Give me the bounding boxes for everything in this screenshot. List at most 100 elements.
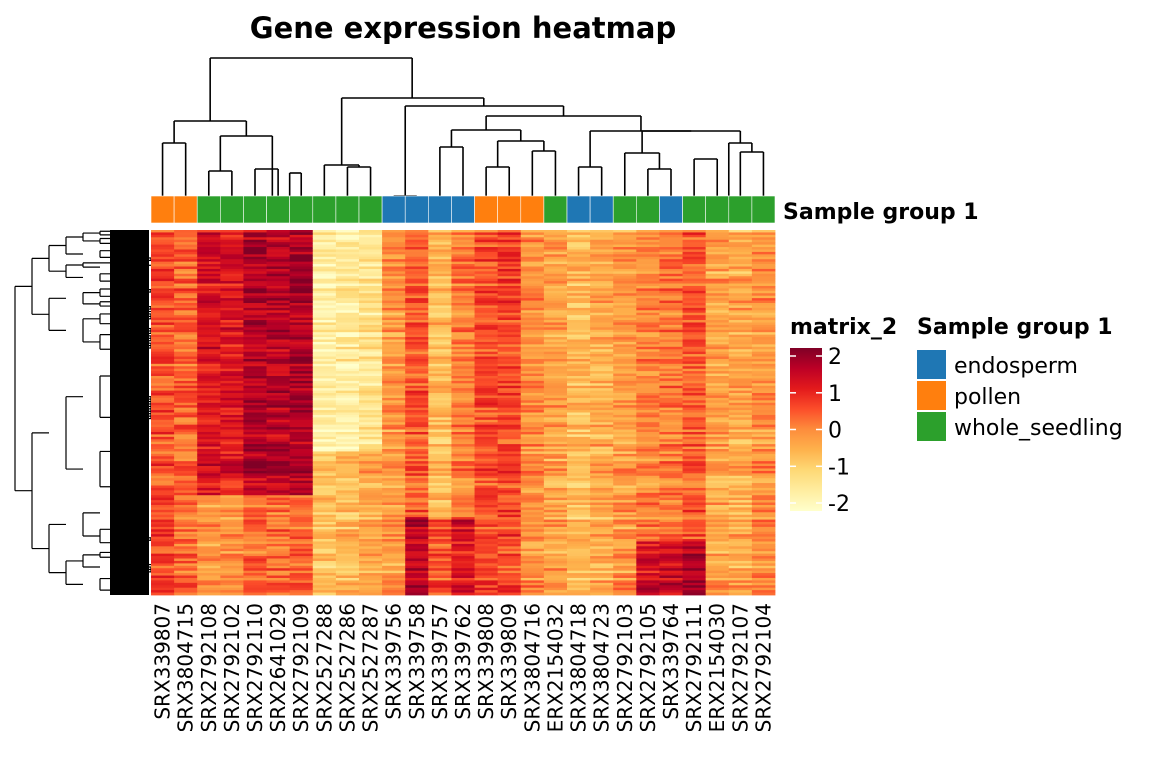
heatmap-cell: [405, 556, 429, 559]
heatmap-cell: [151, 405, 175, 409]
heatmap-cell: [405, 487, 429, 491]
heatmap-cell: [705, 575, 730, 579]
heatmap-cell: [197, 341, 221, 345]
heatmap-cell: [197, 551, 221, 555]
heatmap-cell: [543, 582, 568, 586]
heatmap-cell: [405, 441, 429, 445]
heatmap-cell: [613, 351, 637, 355]
heatmap-cell: [520, 283, 545, 287]
heatmap-cell: [220, 487, 244, 491]
heatmap-cell: [728, 337, 753, 340]
heatmap-cell: [451, 251, 475, 255]
heatmap-cell: [659, 249, 683, 253]
heatmap-cell: [428, 295, 452, 299]
heatmap-cell: [728, 587, 753, 591]
heatmap-cell: [567, 519, 591, 523]
heatmap-cell: [243, 436, 267, 440]
heatmap-cell: [197, 473, 221, 477]
heatmap-cell: [474, 290, 499, 294]
heatmap-cell: [682, 427, 707, 430]
heatmap-cell: [405, 305, 429, 309]
annotation-cell: [543, 195, 568, 224]
heatmap-cell: [312, 509, 337, 513]
heatmap-cell: [312, 475, 337, 479]
heatmap-cell: [728, 568, 753, 572]
heatmap-cell: [405, 234, 429, 238]
heatmap-cell: [590, 376, 614, 379]
heatmap-cell: [151, 582, 175, 586]
heatmap-cell: [567, 315, 591, 318]
heatmap-cell: [289, 285, 314, 289]
heatmap-cell: [197, 439, 221, 443]
heatmap-cell: [359, 317, 383, 321]
heatmap-cell: [266, 431, 291, 435]
heatmap-cell: [543, 249, 568, 253]
heatmap-cell: [520, 351, 545, 355]
heatmap-cell: [266, 478, 291, 482]
heatmap-cell: [613, 553, 637, 557]
heatmap-cell: [220, 551, 244, 555]
heatmap-cell: [243, 298, 267, 301]
heatmap-cell: [613, 390, 637, 394]
heatmap-cell: [451, 332, 475, 336]
heatmap-cell: [613, 563, 637, 567]
heatmap-cell: [382, 344, 406, 348]
heatmap-cell: [636, 575, 660, 579]
heatmap-cell: [543, 434, 568, 438]
heatmap-cell: [174, 487, 198, 491]
heatmap-cell: [520, 431, 545, 435]
column-label: SRX339758: [405, 603, 429, 720]
heatmap-cell: [682, 487, 707, 491]
heatmap-cell: [220, 251, 244, 255]
heatmap-cell: [220, 539, 244, 542]
heatmap-cell: [428, 271, 452, 275]
heatmap-cell: [335, 310, 360, 314]
heatmap-cell: [451, 405, 475, 409]
heatmap-cell: [243, 565, 267, 569]
heatmap-cell: [359, 259, 383, 263]
heatmap-cell: [405, 470, 429, 474]
heatmap-cell: [474, 536, 499, 540]
heatmap-cell: [151, 298, 175, 301]
heatmap-cell: [335, 563, 360, 567]
heatmap-cell: [428, 548, 452, 552]
heatmap-cell: [520, 410, 545, 413]
heatmap-cell: [613, 587, 637, 591]
heatmap-cell: [428, 400, 452, 404]
heatmap-cell: [451, 234, 475, 238]
heatmap-cell: [243, 273, 267, 277]
heatmap-cell: [405, 497, 429, 501]
heatmap-cell: [636, 237, 660, 241]
heatmap-cell: [636, 414, 660, 418]
heatmap-cell: [751, 487, 776, 491]
heatmap-cell: [705, 463, 730, 467]
heatmap-cell: [312, 380, 337, 384]
heatmap-cell: [382, 334, 406, 338]
heatmap-cell: [289, 560, 314, 564]
heatmap-cell: [520, 439, 545, 443]
heatmap-cell: [636, 307, 660, 311]
heatmap-cell: [705, 412, 730, 416]
heatmap-cell: [151, 283, 175, 287]
heatmap-cell: [567, 327, 591, 331]
heatmap-cell: [613, 417, 637, 421]
heatmap-cell: [497, 378, 522, 382]
heatmap-cell: [243, 388, 267, 391]
heatmap-cell: [682, 410, 707, 413]
heatmap-cell: [220, 495, 244, 499]
heatmap-cell: [497, 534, 522, 537]
heatmap-cell: [220, 463, 244, 467]
heatmap-cell: [174, 281, 198, 284]
heatmap-cell: [682, 271, 707, 275]
heatmap-cell: [174, 577, 198, 581]
heatmap-cell: [405, 509, 429, 513]
heatmap-cell: [659, 580, 683, 584]
heatmap-cell: [451, 368, 475, 372]
heatmap-cell: [659, 441, 683, 445]
heatmap-cell: [382, 539, 406, 542]
heatmap-cell: [335, 264, 360, 267]
heatmap-cell: [705, 344, 730, 348]
heatmap-cell: [312, 327, 337, 331]
heatmap-cell: [174, 560, 198, 564]
heatmap-cell: [428, 463, 452, 467]
